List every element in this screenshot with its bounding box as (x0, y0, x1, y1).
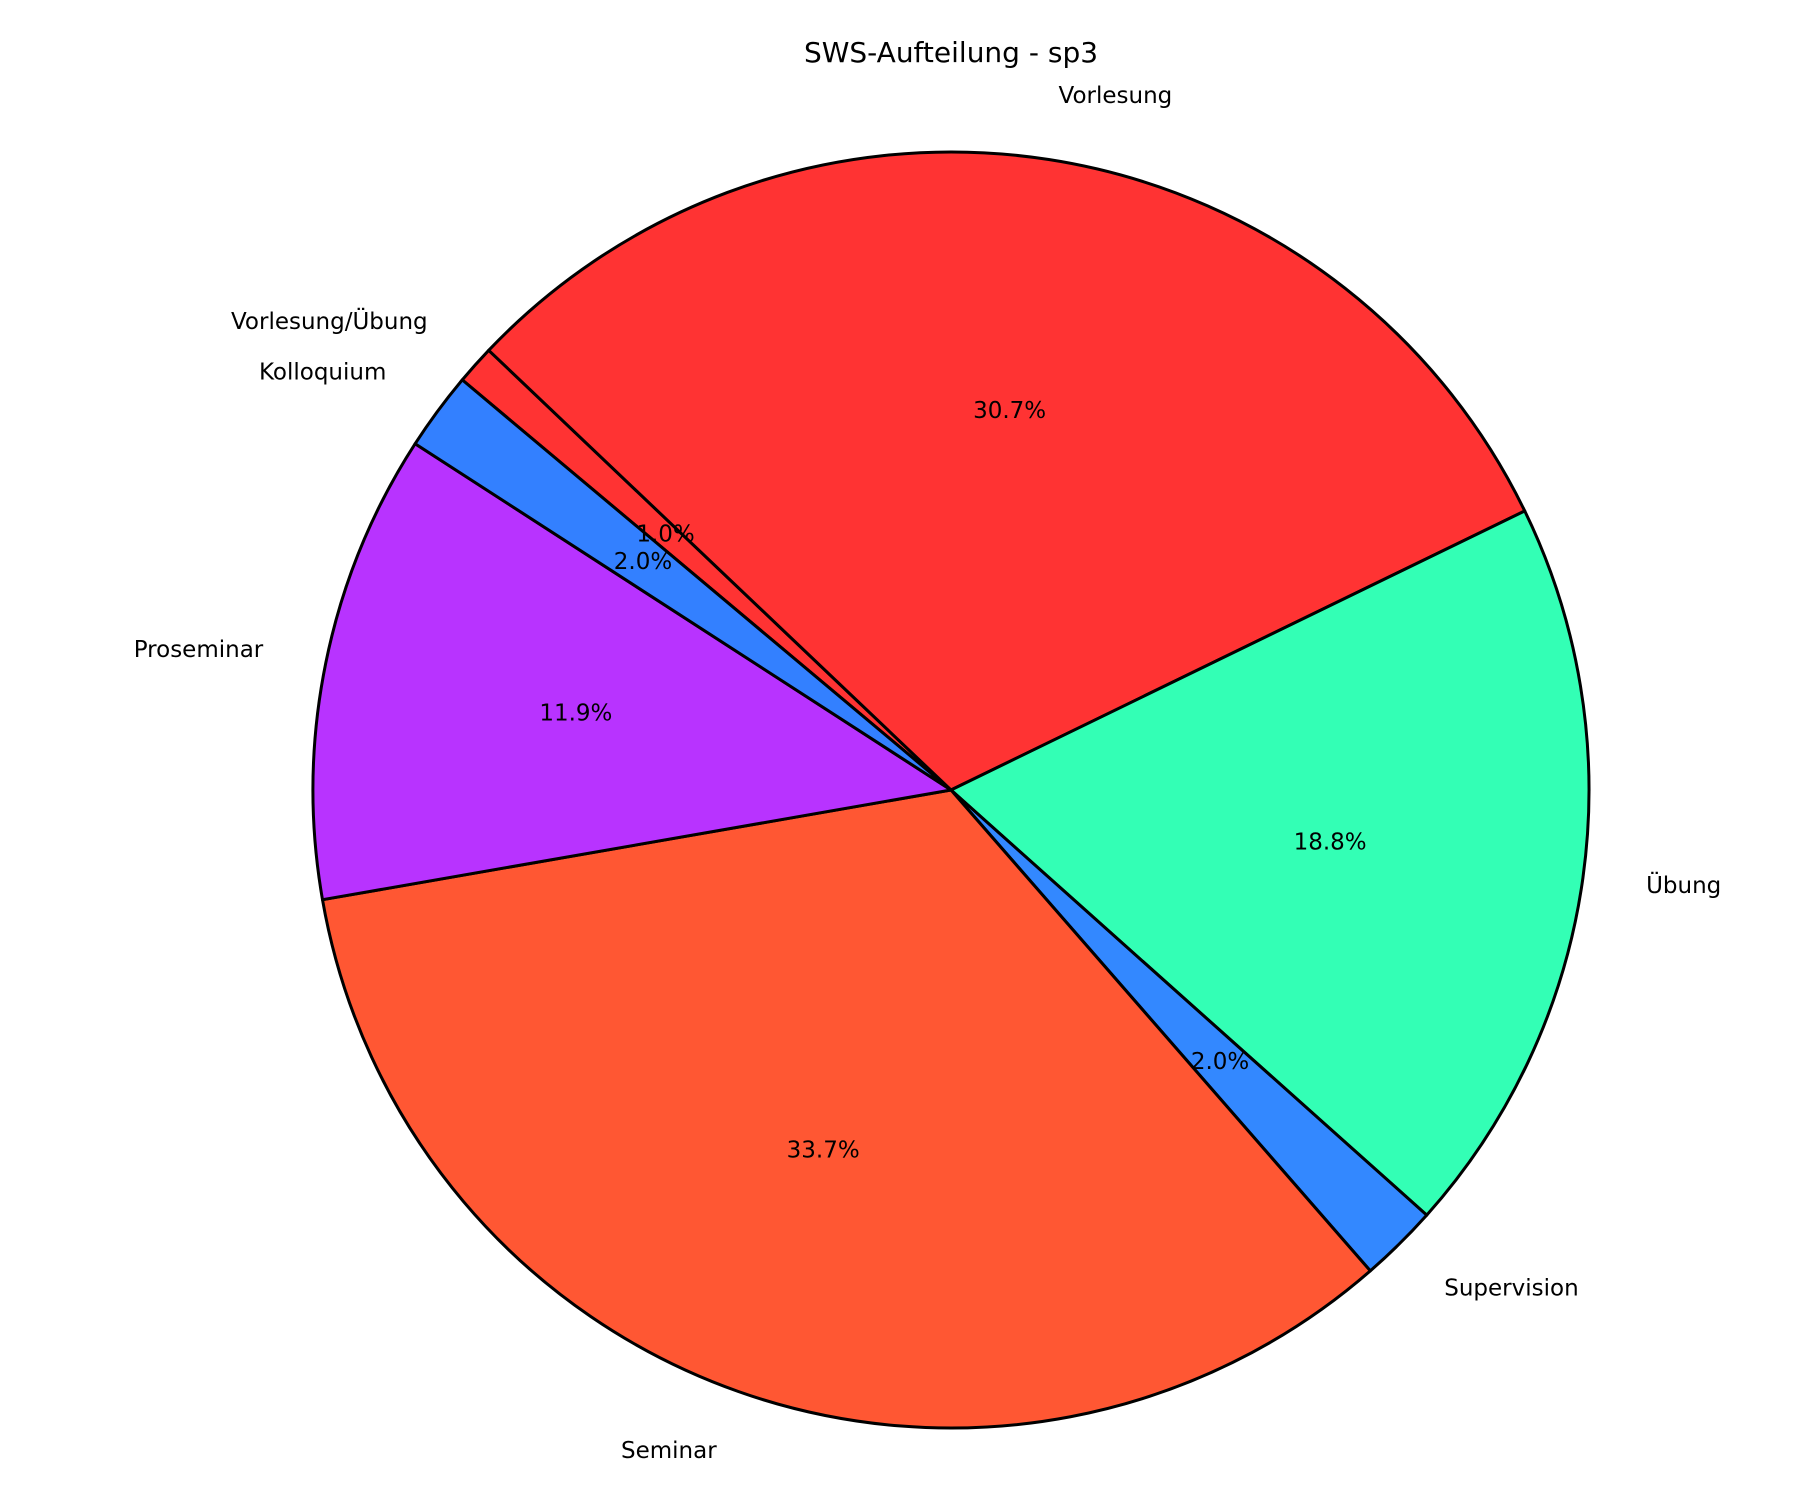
pie-slice-4 (321, 788, 1372, 1430)
chart-title: SWS-Aufteilung - sp3 (804, 36, 1098, 69)
slice-percent-label: 18.8% (1294, 829, 1367, 855)
slice-label: Supervision (1444, 1276, 1578, 1302)
pie-slice-1 (487, 150, 1527, 792)
slice-label: Proseminar (134, 637, 264, 663)
slice-label: Übung (1646, 871, 1721, 899)
slice-percent-label: 33.7% (787, 1137, 860, 1163)
slice-label: Vorlesung (1059, 83, 1173, 109)
pie-slice-5 (311, 442, 953, 902)
slice-label: Kolloquium (259, 360, 386, 386)
slice-label: Seminar (621, 1438, 717, 1464)
slice-percent-label: 1.0% (636, 521, 694, 547)
pie-slice-2 (949, 509, 1591, 1217)
slice-percent-label: 11.9% (539, 700, 612, 726)
slice-percent-label: 30.7% (973, 398, 1046, 424)
pie-slice-6 (413, 378, 953, 792)
slice-percent-label: 2.0% (1191, 1049, 1249, 1075)
slice-percent-label: 2.0% (614, 549, 672, 575)
slice-label: Vorlesung/Übung (231, 307, 428, 335)
